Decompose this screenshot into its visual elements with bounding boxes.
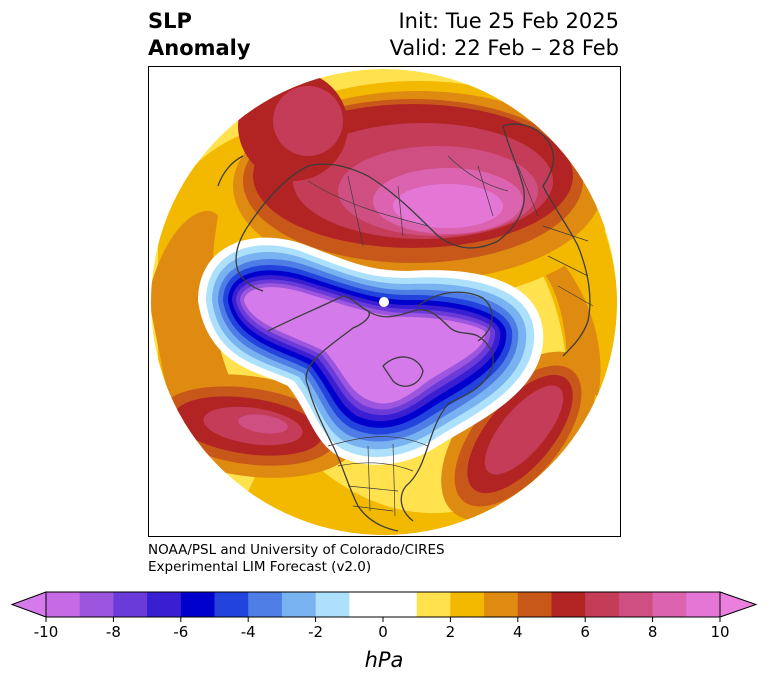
colorbar-tick-label: 4 — [513, 623, 523, 641]
coastline-east-north-america — [400, 403, 449, 522]
coastline-eurasia — [247, 125, 525, 249]
coastline-east-asia — [235, 225, 264, 292]
valid-range: Valid: 22 Feb – 28 Feb — [389, 36, 619, 60]
colorbar-bin — [248, 592, 283, 617]
colorbar-bin — [484, 592, 519, 617]
credit-line-2: Experimental LIM Forecast (v2.0) — [148, 559, 372, 575]
atlantic-high — [441, 351, 595, 521]
coastline-hudson-bay — [382, 356, 424, 387]
coastline-canada-arctic — [367, 309, 494, 405]
geography-lines — [217, 123, 591, 532]
colorbar-bin — [416, 592, 451, 617]
colorbar-bin — [585, 592, 620, 617]
colorbar-bin — [214, 592, 249, 617]
coastline-alaska — [267, 295, 370, 387]
colorbar-over-arrow — [719, 591, 758, 618]
colorbar: -10 -8 -6 -4 -2 0 2 4 6 8 10 — [10, 591, 758, 641]
colorbar-bin — [180, 592, 215, 617]
colorbar-tick-label: 6 — [580, 623, 590, 641]
colorbar-bin — [315, 592, 350, 617]
coastline-japan — [217, 155, 244, 187]
coastline-europe — [562, 245, 591, 357]
colorbar-bin — [147, 592, 182, 617]
coastline-west-north-america — [307, 385, 399, 532]
coastline-greenland — [417, 291, 493, 342]
colorbar-bin — [652, 592, 687, 617]
map-frame — [148, 66, 621, 537]
colorbar-tick-label: 2 — [446, 623, 456, 641]
colorbar-tick-label: -6 — [173, 623, 188, 641]
slp-anomaly-map — [148, 66, 621, 537]
colorbar-tick-label: -10 — [34, 623, 59, 641]
colorbar-tick-label: -8 — [106, 623, 121, 641]
credit-block: NOAA/PSL and University of Colorado/CIRE… — [148, 542, 445, 576]
title-field: Anomaly — [148, 36, 251, 60]
title-block-left: SLP Anomaly — [148, 8, 251, 62]
coastline-scandinavia — [502, 123, 579, 247]
colorbar-tick-label: -2 — [308, 623, 323, 641]
init-date: Init: Tue 25 Feb 2025 — [398, 9, 619, 33]
title-variable: SLP — [148, 9, 192, 33]
colorbar-bin — [113, 592, 148, 617]
colorbar-bin — [349, 592, 418, 617]
colorbar-bin — [79, 592, 114, 617]
title-block-right: Init: Tue 25 Feb 2025 Valid: 22 Feb – 28… — [390, 8, 619, 62]
colorbar-bin — [281, 592, 317, 617]
colorbar-tick-label: 8 — [648, 623, 658, 641]
colorbar-unit-label: hPa — [364, 648, 404, 672]
colorbar-under-arrow — [10, 591, 47, 618]
siberia-high — [218, 71, 617, 301]
colorbar-bin — [686, 592, 721, 617]
colorbar-bin — [551, 592, 586, 617]
colorbar-tick-label: 10 — [710, 623, 729, 641]
colorbar-tick-label: -4 — [241, 623, 256, 641]
colorbar-bin — [46, 592, 81, 617]
credit-line-1: NOAA/PSL and University of Colorado/CIRE… — [148, 542, 445, 558]
colorbar-bin — [517, 592, 552, 617]
colorbar-tick-label: 0 — [378, 623, 388, 641]
colorbar-bin — [450, 592, 485, 617]
country-borders — [307, 155, 594, 517]
colorbar-bin — [618, 592, 654, 617]
